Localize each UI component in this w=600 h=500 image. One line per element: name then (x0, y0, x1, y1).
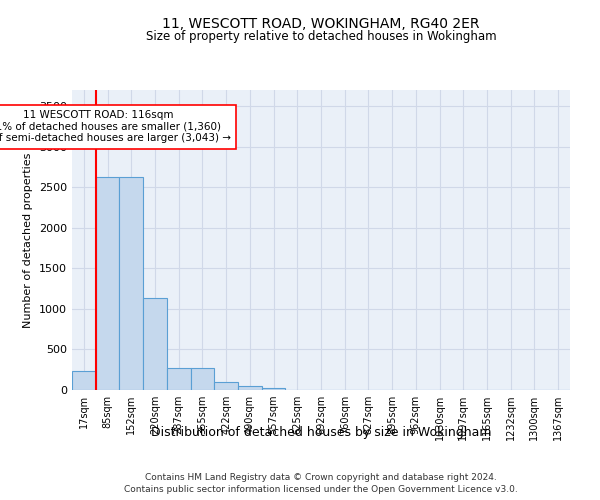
Text: Contains public sector information licensed under the Open Government Licence v3: Contains public sector information licen… (124, 484, 518, 494)
Y-axis label: Number of detached properties: Number of detached properties (23, 152, 34, 328)
Text: Size of property relative to detached houses in Wokingham: Size of property relative to detached ho… (146, 30, 496, 43)
Bar (262, 388, 286, 390)
Text: Distribution of detached houses by size in Wokingham: Distribution of detached houses by size … (151, 426, 491, 439)
Text: 11, WESCOTT ROAD, WOKINGHAM, RG40 2ER: 11, WESCOTT ROAD, WOKINGHAM, RG40 2ER (162, 18, 480, 32)
Bar (72, 370, 96, 390)
Bar (191, 368, 214, 390)
Bar (167, 368, 191, 390)
Bar (143, 298, 167, 390)
Text: 11 WESCOTT ROAD: 116sqm
← 31% of detached houses are smaller (1,360)
68% of semi: 11 WESCOTT ROAD: 116sqm ← 31% of detache… (0, 110, 231, 144)
Bar (214, 382, 238, 390)
Bar (96, 177, 119, 390)
Text: Contains HM Land Registry data © Crown copyright and database right 2024.: Contains HM Land Registry data © Crown c… (145, 473, 497, 482)
Bar (119, 177, 143, 390)
Bar (238, 386, 262, 390)
